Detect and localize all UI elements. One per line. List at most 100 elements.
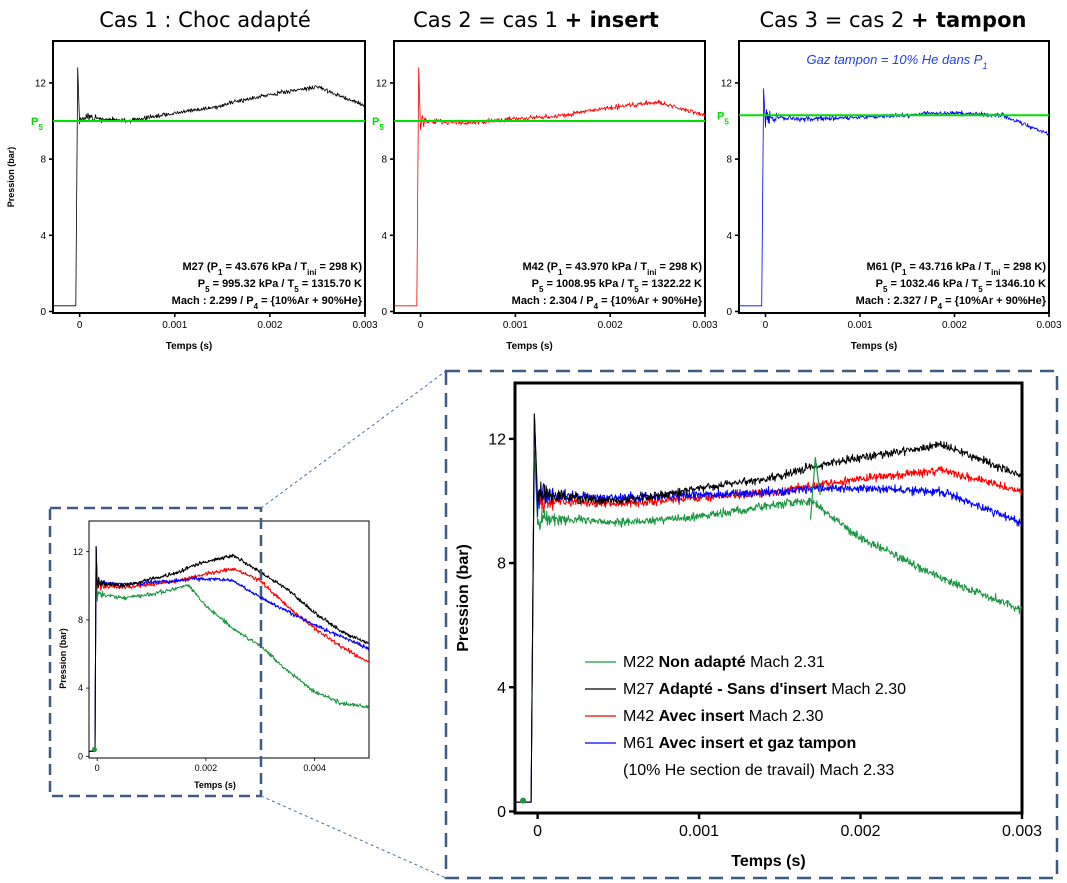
x-axis-label: Temps (s) <box>194 780 236 790</box>
p5-sub: 5 <box>379 123 384 132</box>
title-bold: + tampon <box>911 8 1026 32</box>
text-span: M27 (P <box>182 261 217 273</box>
x-tick-label: 0 <box>95 763 100 773</box>
series-M22-spike <box>809 456 821 520</box>
y-axis-label: Pression (bar) <box>58 628 68 689</box>
text-span: = {10%Ar + 90%He} <box>258 295 363 307</box>
y-tick-label: 8 <box>78 615 83 625</box>
x-tick-label: 0.001 <box>162 320 187 331</box>
legend-rest: Mach 2.31 <box>746 654 825 671</box>
text-span: = 1346.10 K <box>983 278 1046 290</box>
plot-frame <box>52 40 366 314</box>
y-tick-label: 0 <box>381 307 387 318</box>
x-tick-label: 0.002 <box>257 320 282 331</box>
info-line: Mach : 2.299 / P4 = {10%Ar + 90%He} <box>172 295 363 311</box>
text-span: = 298 K) <box>656 261 702 273</box>
text-span: M61 (P <box>866 261 901 273</box>
p5-text: P <box>31 116 38 128</box>
y-tick-label: 12 <box>35 78 47 89</box>
zoom-connector-bottom <box>260 795 447 879</box>
y-tick-label: 12 <box>73 547 83 557</box>
legend-item: M27 Adapté - Sans d'insert Mach 2.30 <box>623 681 906 698</box>
legend-bold: Non adapté <box>659 654 746 671</box>
subscript: 5 <box>978 285 983 294</box>
subscript: 5 <box>883 285 888 294</box>
y-tick-label: 12 <box>488 431 506 448</box>
subscript: 5 <box>634 285 639 294</box>
subscript: 5 <box>205 285 210 294</box>
small-plot: 0 0.002 0.004 0 4 8 12 Pression (bar) Temps (s) <box>48 506 370 798</box>
info-line: M61 (P1 = 43.716 kPa / Tini = 298 K) <box>866 261 1046 277</box>
text-span: = 298 K) <box>316 261 362 273</box>
series-M42 <box>515 413 1022 803</box>
x-tick-label: 0.002 <box>598 320 623 331</box>
text-span: = {10%Ar + 90%He} <box>942 295 1047 307</box>
y-tick-label: 12 <box>376 78 388 89</box>
note-text: Gaz tampon = 10% He dans P <box>807 52 983 67</box>
subscript: 4 <box>938 302 943 311</box>
info-line: P5 = 1032.46 kPa / T5 = 1346.10 K <box>876 278 1046 294</box>
x-tick-label: 0.004 <box>303 763 326 773</box>
p5-label: P5 <box>31 116 43 132</box>
y-tick-label: 4 <box>497 680 506 697</box>
x-tick-label: 0 <box>763 320 769 331</box>
series-M22 <box>89 546 369 752</box>
y-tick-label: 0 <box>497 804 506 821</box>
x-tick-label: 0.003 <box>692 320 717 331</box>
x-tick-label: 0.002 <box>942 320 967 331</box>
legend-rest: Mach 2.30 <box>744 708 823 725</box>
info-line: M42 (P1 = 43.970 kPa / Tini = 298 K) <box>522 261 702 277</box>
legend-item: M22 Non adapté Mach 2.31 <box>623 654 825 671</box>
p5-label: P5 <box>372 116 384 132</box>
legend-item: M61 Avec insert et gaz tampon <box>623 735 856 752</box>
legend-bold: Adapté - Sans d'insert <box>659 681 828 698</box>
legend-run: M22 <box>623 654 659 671</box>
p5-sub: 5 <box>38 123 43 132</box>
y-tick-label: 4 <box>381 231 387 242</box>
start-marker <box>520 797 527 804</box>
subscript: 5 <box>294 285 299 294</box>
x-tick-label: 0 <box>418 320 424 331</box>
panel-1: Cas 1 : Choc adapté 0 0.001 0.002 0.003 0 4 8 12… <box>6 8 378 352</box>
panel-title: Cas 2 = cas 1 + insert <box>413 8 659 32</box>
y-tick-label: 8 <box>381 155 387 166</box>
text-span: = 1315.70 K <box>299 278 362 290</box>
plot-frame <box>393 40 706 314</box>
series-M42 <box>89 546 369 752</box>
zoom-frame-small <box>48 506 263 798</box>
text-span: Mach : 2.304 / P <box>512 295 594 307</box>
series-M22 <box>515 450 1022 803</box>
p5-text: P <box>372 116 379 128</box>
text-span: = 298 K) <box>1000 261 1046 273</box>
y-tick-label: 12 <box>721 78 733 89</box>
text-span: = 995.32 kPa / T <box>210 278 295 290</box>
subscript: 1 <box>558 268 563 277</box>
p5-sub: 5 <box>724 117 729 126</box>
y-axis-label: Pression (bar) <box>6 147 16 208</box>
big-plot: 0 0.001 0.002 0.003 0 4 8 12 Pression (bar) Temps… <box>444 369 1059 880</box>
panel-2: Cas 2 = cas 1 + insert 0 0.001 0.002 0.003 0 4… <box>372 8 718 352</box>
run-info: M61 (P1 = 43.716 kPa / Tini = 298 K)P5 =… <box>856 261 1047 311</box>
legend-bold: Avec insert et gaz tampon <box>659 735 857 752</box>
y-tick-label: 8 <box>726 155 732 166</box>
subscript: 5 <box>539 285 544 294</box>
legend-run: M42 <box>623 708 659 725</box>
note-sub: 1 <box>982 61 987 71</box>
y-tick-label: 8 <box>40 155 46 166</box>
text-span: = {10%Ar + 90%He} <box>598 295 703 307</box>
plot-frame <box>513 381 1024 815</box>
series-M42 <box>394 67 705 307</box>
text-span: Mach : 2.327 / P <box>856 295 938 307</box>
x-tick-label: 0.003 <box>352 320 377 331</box>
subscript: 1 <box>218 268 223 277</box>
x-axis-label: Temps (s) <box>851 341 898 352</box>
text-span: = 1008.95 kPa / T <box>543 278 634 290</box>
buffer-note: Gaz tampon = 10% He dans P1 <box>807 52 988 71</box>
zoom-connector-top <box>260 370 447 509</box>
panel-title: Cas 3 = cas 2 + tampon <box>760 8 1027 32</box>
text-span: = 1322.22 K <box>639 278 702 290</box>
plot-frame <box>738 40 1050 314</box>
legend: M22 Non adapté Mach 2.31 M27 Adapté - San… <box>585 654 906 779</box>
x-axis-label: Temps (s) <box>731 853 805 870</box>
